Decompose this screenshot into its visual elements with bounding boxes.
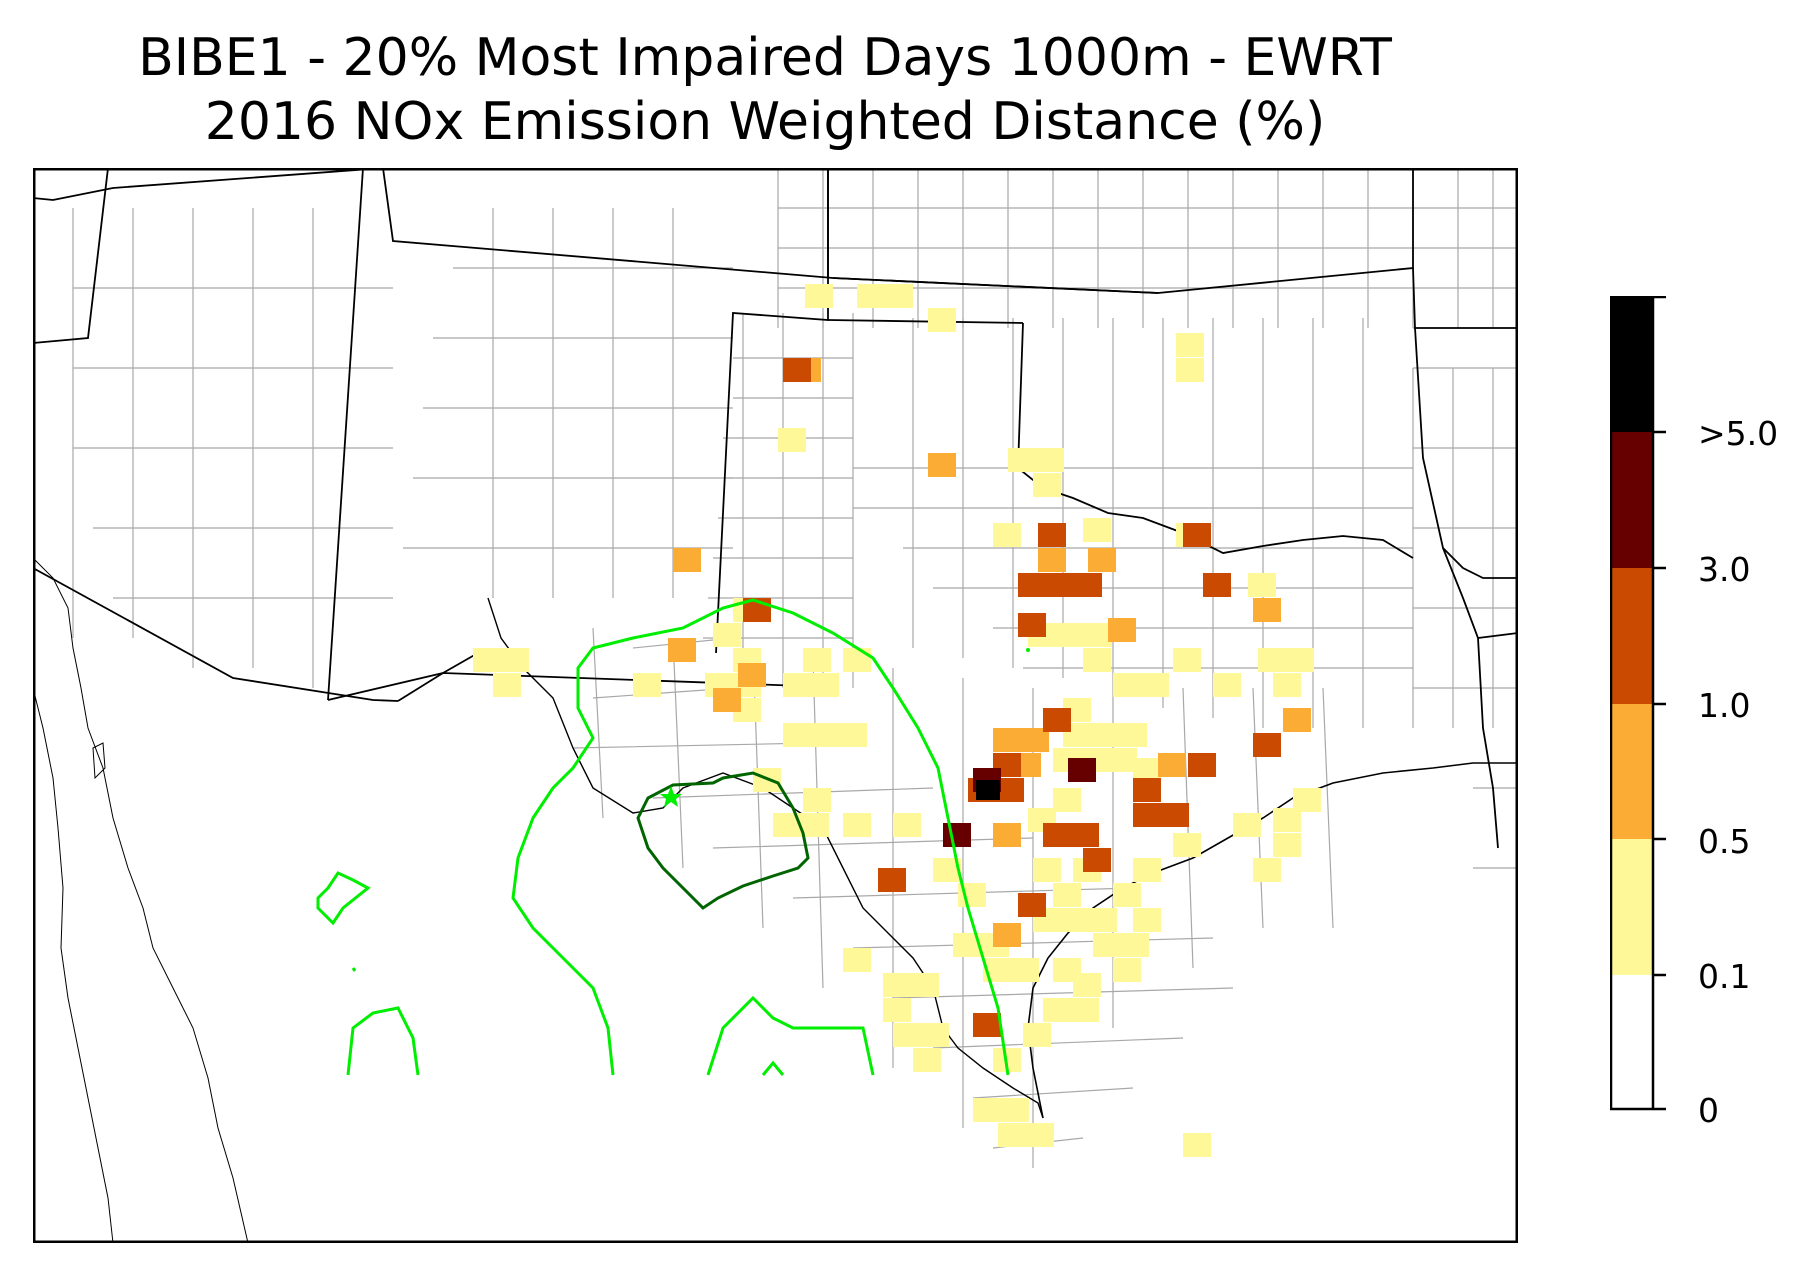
contour-light-green <box>316 598 1010 1076</box>
site-marker-star-icon <box>660 786 682 807</box>
baja-island <box>92 742 106 780</box>
map-title-line2: 2016 NOx Emission Weighted Distance (%) <box>204 92 1326 152</box>
mexico-coastline <box>33 557 249 1243</box>
colorbar-swatch-over5 <box>1610 296 1654 432</box>
colorbar-label-05: 0.5 <box>1698 822 1751 861</box>
colorbar-label-over5: >5.0 <box>1698 414 1779 453</box>
gulf-coastline <box>1027 762 1518 1119</box>
map-frame <box>33 168 1518 1243</box>
colorbar-label-1: 1.0 <box>1698 686 1751 725</box>
small-contour-dot <box>1026 648 1030 652</box>
colorbar-swatch-05to1 <box>1610 704 1654 839</box>
colorbar-swatch-0to01 <box>1610 975 1654 1111</box>
colorbar-swatch-1to3 <box>1610 568 1654 704</box>
contour-dark-green <box>636 771 810 910</box>
map-panel <box>33 168 1518 1243</box>
colorbar-ticks <box>1654 296 1666 1111</box>
colorbar-frame <box>1610 296 1655 1111</box>
map-title-line1: BIBE1 - 20% Most Impaired Days 1000m - E… <box>138 28 1392 88</box>
colorbar-label-01: 0.1 <box>1698 957 1751 996</box>
map-background <box>33 168 1518 1243</box>
colorbar-swatch-3to5 <box>1610 432 1654 568</box>
colorbar-label-3: 3.0 <box>1698 550 1751 589</box>
baja-coastline <box>33 687 114 1243</box>
state-borders <box>33 168 1518 849</box>
colorbar-label-0: 0 <box>1698 1091 1719 1130</box>
cells-3.0-5.0 <box>943 758 1096 847</box>
colorbar-swatch-01to05 <box>1610 839 1654 975</box>
cells-over-5.0 <box>976 780 1000 800</box>
colorbar <box>1610 296 1666 1111</box>
